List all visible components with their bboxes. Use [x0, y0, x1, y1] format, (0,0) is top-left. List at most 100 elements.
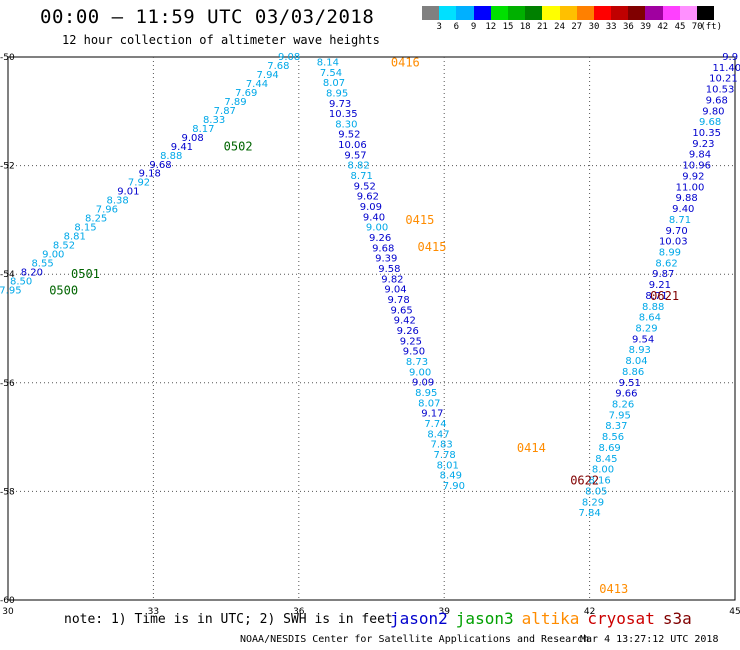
wave-height-value: 8.01 — [437, 460, 459, 471]
lon-tick-label: 39 — [438, 607, 450, 617]
wave-height-value: 10.96 — [682, 161, 711, 172]
map-title: 00:00 — 11:59 UTC 03/03/2018 — [40, 6, 375, 28]
wave-height-value: 9.17 — [421, 409, 443, 420]
wave-height-value: 10.03 — [659, 237, 688, 248]
wave-height-value: 8.50 — [10, 277, 32, 288]
color-scale-labels: 3 6 9 12 15 18 21 24 27 30 33 36 39 42 45 70 (ft) — [422, 22, 732, 34]
pass-time-label: 0502 — [224, 140, 253, 154]
color-scale-swatch — [456, 6, 474, 20]
wave-height-value: 8.14 — [317, 57, 339, 68]
wave-height-value: 8.55 — [31, 259, 53, 270]
wave-height-value: 9.80 — [702, 106, 724, 117]
color-scale-swatch — [611, 6, 629, 20]
color-scale-swatch — [525, 6, 543, 20]
wave-height-value: 9.68 — [706, 95, 728, 106]
wave-height-value: 9.08 — [182, 133, 204, 144]
color-scale-swatch — [473, 6, 491, 20]
wave-height-value: 11.40 — [712, 63, 740, 74]
color-scale-swatch — [679, 6, 697, 20]
color-scale-level: 24 — [554, 22, 566, 32]
color-scale-level: 18 — [519, 22, 531, 32]
wave-height-value: 8.45 — [595, 454, 617, 465]
color-scale-level: 30 — [588, 22, 600, 32]
color-scale-swatch — [542, 6, 560, 20]
wave-height-value: 7.84 — [578, 508, 600, 519]
wave-height-value: 7.96 — [96, 205, 118, 216]
wave-height-value: 10.53 — [706, 85, 735, 96]
wave-height-value: 9.25 — [400, 336, 422, 347]
wave-height-value: 8.56 — [602, 432, 624, 443]
color-scale-swatch — [490, 6, 508, 20]
color-scale-swatch — [628, 6, 646, 20]
wave-height-value: 8.16 — [589, 476, 611, 487]
wave-height-value: 8.71 — [351, 171, 373, 182]
color-scale-level: 42 — [657, 22, 669, 32]
wave-height-value: 9.21 — [649, 280, 671, 291]
color-scale-level: 70 — [691, 22, 703, 32]
wave-height-value: 9.42 — [394, 316, 416, 327]
wave-height-value: 8.29 — [635, 324, 657, 335]
wave-height-value: 8.71 — [645, 291, 667, 302]
wave-height-value: 8.62 — [655, 258, 677, 269]
color-scale-level: 21 — [536, 22, 548, 32]
wave-height-value: 7.69 — [235, 88, 257, 99]
wave-height-value: 9.00 — [42, 250, 64, 261]
wave-height-value: 9.01 — [117, 187, 139, 198]
lon-tick-label: 30 — [2, 607, 14, 617]
wave-height-value: 9.41 — [171, 142, 193, 153]
wave-height-value: 7.54 — [320, 68, 342, 79]
lon-tick-label: 42 — [584, 607, 595, 617]
wave-height-value: 9.26 — [397, 326, 419, 337]
color-scale-level: 15 — [502, 22, 514, 32]
wave-height-value: 8.82 — [347, 161, 369, 172]
color-scale-level: 27 — [571, 22, 583, 32]
wave-height-value: 8.15 — [74, 223, 96, 234]
lat-tick-label: -58 — [0, 487, 15, 497]
wave-height-value: 9.58 — [378, 264, 400, 275]
color-scale-level: 39 — [640, 22, 652, 32]
wave-height-value: 8.33 — [203, 115, 225, 126]
wave-height-value: 7.68 — [267, 61, 289, 72]
pass-time-label: 0621 — [650, 289, 679, 303]
wave-height-value: 7.74 — [424, 419, 446, 430]
wave-height-value: 7.94 — [257, 70, 279, 81]
pass-time-label: 0500 — [49, 283, 78, 297]
wave-height-value: 8.95 — [415, 388, 437, 399]
wave-height-value: 9.84 — [689, 150, 711, 161]
color-scale-unit: (ft) — [700, 22, 723, 32]
wave-height-value: 9.52 — [338, 130, 360, 141]
legend-altika: altika — [521, 609, 580, 628]
wave-height-value: 8.88 — [160, 151, 182, 162]
lon-tick-label: 33 — [148, 607, 159, 617]
map-frame — [7, 56, 736, 601]
pass-time-label: 0415 — [405, 213, 434, 227]
wave-height-value: 10.35 — [329, 109, 358, 120]
color-scale-swatch — [422, 6, 440, 20]
wave-height-value: 9.68 — [149, 160, 171, 171]
wave-height-value: 9.00 — [366, 223, 388, 234]
wave-height-value: 8.99 — [659, 247, 681, 258]
wave-height-value: 8.93 — [629, 345, 651, 356]
wave-height-value: 7.92 — [128, 178, 150, 189]
wave-height-value: 9.09 — [412, 378, 434, 389]
lat-tick-label: -50 — [0, 53, 15, 63]
wave-height-value: 8.37 — [605, 421, 627, 432]
wave-height-value: 8.04 — [625, 356, 647, 367]
wave-height-value: 10.21 — [709, 74, 738, 85]
color-scale-level: 45 — [674, 22, 686, 32]
map-subtitle: 12 hour collection of altimeter wave hei… — [62, 33, 380, 47]
pass-time-label: 0622 — [570, 474, 599, 488]
wave-height-value: 9.73 — [329, 99, 351, 110]
wave-height-value: 8.49 — [440, 471, 462, 482]
color-scale-level: 36 — [622, 22, 634, 32]
wave-height-value: 7.90 — [443, 481, 465, 492]
wave-height-value: 7.78 — [434, 450, 456, 461]
wave-height-value: 9.18 — [139, 169, 161, 180]
wave-height-value: 8.47 — [427, 429, 449, 440]
lat-tick-label: -56 — [0, 379, 15, 389]
lat-tick-label: -60 — [0, 596, 15, 606]
wave-height-value: 9.70 — [665, 226, 687, 237]
color-scale-swatch — [559, 6, 577, 20]
wave-height-value: 8.07 — [418, 398, 440, 409]
